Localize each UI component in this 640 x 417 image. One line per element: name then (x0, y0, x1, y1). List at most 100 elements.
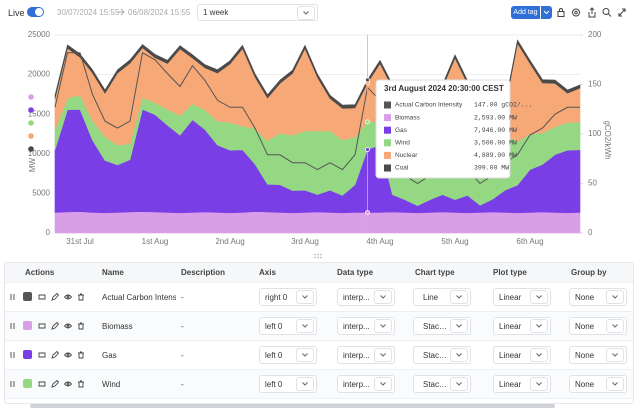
chevron-icon (380, 382, 386, 386)
tag-icon[interactable] (38, 293, 46, 301)
tooltip-value: 4,889.00 MW (474, 152, 517, 159)
chart-type-select[interactable]: Stacke... (413, 346, 471, 364)
color-swatch[interactable] (23, 292, 32, 301)
visibility-icon[interactable] (64, 351, 72, 359)
edit-icon[interactable] (51, 293, 59, 301)
chevron (296, 290, 314, 304)
area-biomass (54, 211, 581, 234)
axis-select-value: left 0 (265, 379, 283, 389)
plot-type-select[interactable]: Linear (493, 288, 551, 306)
data-type-select-value: interp... (343, 379, 370, 389)
color-swatch[interactable] (23, 379, 32, 388)
plot-type-select[interactable]: Linear (493, 375, 551, 393)
settings-icon[interactable] (572, 8, 580, 17)
chart-type-select-value: Stacke... (423, 321, 450, 331)
edit-icon-shape (51, 380, 59, 388)
axis-select[interactable]: right 0 (259, 288, 317, 306)
visibility-icon-shape (64, 294, 72, 300)
axis-select[interactable]: left 0 (259, 375, 317, 393)
lock-icon[interactable] (557, 8, 565, 17)
edit-icon[interactable] (51, 322, 59, 330)
toolbar: Live 30/07/2024 15:55 06/08/2024 15:55 1… (0, 0, 640, 25)
group-by-select[interactable]: None (569, 288, 627, 306)
live-toggle[interactable] (27, 7, 44, 17)
toggle-knob (35, 8, 43, 16)
chart-type-select[interactable]: Stacke... (413, 375, 471, 393)
chevron (374, 377, 392, 391)
axis-select[interactable]: left 0 (259, 346, 317, 364)
chevron-icon (612, 382, 618, 386)
x-tick-label: 6th Aug (516, 237, 543, 246)
chevron-icon (456, 324, 462, 328)
series-marker (28, 107, 34, 113)
chevron-icon (536, 382, 542, 386)
drag-handle[interactable] (9, 322, 17, 330)
column-header: Description (181, 268, 226, 277)
tooltip-name: Coal (395, 165, 409, 172)
edit-icon[interactable] (51, 351, 59, 359)
visibility-icon[interactable] (64, 293, 72, 301)
tooltip-name: Biomass (395, 114, 421, 121)
chevron (296, 348, 314, 362)
chevron (450, 348, 468, 362)
delete-icon[interactable] (77, 351, 85, 359)
chevron-icon (380, 324, 386, 328)
column-header: Actions (25, 268, 55, 277)
chevron (296, 319, 314, 333)
plot-type-select[interactable]: Linear (493, 317, 551, 335)
group-by-select[interactable]: None (569, 375, 627, 393)
data-type-select[interactable]: interp... (337, 288, 395, 306)
chart-type-select[interactable]: Stacke... (413, 317, 471, 335)
add-tag-menu[interactable] (541, 6, 552, 19)
scrollbar[interactable] (30, 404, 555, 408)
chart-type-select[interactable]: Line (413, 288, 471, 306)
axis-select[interactable]: left 0 (259, 317, 317, 335)
expand-icon[interactable] (618, 8, 626, 17)
delete-icon-shape (78, 293, 84, 301)
plot-type-select-value: Linear (499, 292, 522, 302)
tooltip-swatch (384, 101, 391, 109)
series-name: Wind (102, 379, 121, 389)
plot-type-select[interactable]: Linear (493, 346, 551, 364)
drag-handle[interactable] (9, 351, 17, 359)
y-tick-label: 15000 (28, 109, 51, 118)
tooltip-value: 2,593.00 MW (474, 114, 517, 121)
tag-icon[interactable] (38, 351, 46, 359)
date-to[interactable]: 06/08/2024 15:55 (128, 8, 191, 17)
chevron-icon (380, 353, 386, 357)
date-from[interactable]: 30/07/2024 15:55 (57, 8, 120, 17)
share-icon[interactable] (588, 7, 596, 18)
visibility-icon[interactable] (64, 380, 72, 388)
data-type-select[interactable]: interp... (337, 375, 395, 393)
drag-handle[interactable] (9, 380, 17, 388)
color-swatch[interactable] (23, 321, 32, 330)
color-swatch[interactable] (23, 350, 32, 359)
range-value: 1 week (203, 8, 229, 17)
tag-icon[interactable] (38, 322, 46, 330)
series-table: Actions Name Description Axis Data type Chart… (4, 262, 634, 404)
group-by-select[interactable]: None (569, 317, 627, 335)
data-type-select[interactable]: interp... (337, 317, 395, 335)
drag-handle[interactable] (9, 293, 17, 301)
delete-icon[interactable] (77, 293, 85, 301)
x-tick-label: 1st Aug (142, 237, 169, 246)
tooltip-name: Actual Carbon Intensity (395, 102, 463, 109)
add-tag-button[interactable]: Add tag (511, 6, 540, 19)
search-icon[interactable] (602, 8, 612, 17)
y-tick-label: 0 (46, 228, 51, 237)
tag-icon[interactable] (38, 380, 46, 388)
y2-tick-label: 50 (588, 179, 597, 188)
hover-dot (365, 77, 370, 83)
tooltip-swatch (384, 164, 391, 172)
data-type-select[interactable]: interp... (337, 346, 395, 364)
chevron (374, 319, 392, 333)
delete-icon[interactable] (77, 380, 85, 388)
group-by-select[interactable]: None (569, 346, 627, 364)
table-row: Actual Carbon Intensity- right 0 interp...… (5, 283, 633, 312)
range-select[interactable]: 1 week (197, 4, 318, 21)
edit-icon[interactable] (51, 380, 59, 388)
resize-handle[interactable] (313, 253, 325, 259)
visibility-icon[interactable] (64, 322, 72, 330)
delete-icon[interactable] (77, 322, 85, 330)
chart: MW gCO2/kWh 0 5000 10000 15000 20000 25000 0 50… (28, 30, 612, 246)
